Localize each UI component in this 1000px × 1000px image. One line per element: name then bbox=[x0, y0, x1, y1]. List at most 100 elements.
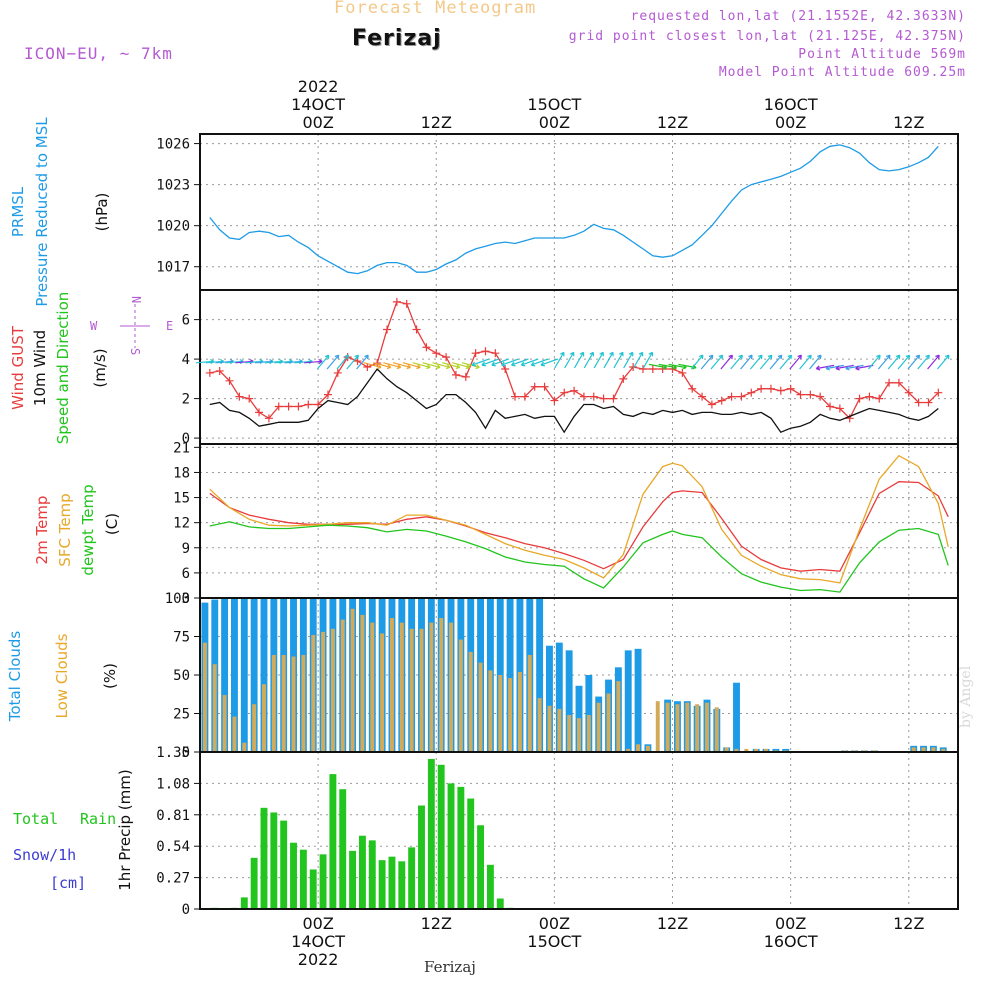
temp-unit: (C) bbox=[103, 513, 121, 535]
low-cloud-bar bbox=[665, 702, 670, 752]
y-tick-label: 0.54 bbox=[156, 839, 190, 855]
y-tick-label: 75 bbox=[173, 630, 190, 646]
compass-w: W bbox=[90, 319, 98, 333]
model-point-altitude: Model Point Altitude 609.25m bbox=[718, 65, 966, 80]
gust-point bbox=[914, 398, 923, 407]
y-tick-label: 4 bbox=[182, 352, 190, 368]
gust-point bbox=[904, 388, 913, 397]
gust-point bbox=[225, 376, 234, 385]
gust-point bbox=[294, 402, 303, 411]
gust-point bbox=[540, 382, 549, 391]
low-cloud-bar bbox=[202, 642, 207, 752]
time-label-bottom: 00Z bbox=[539, 914, 570, 933]
total-cloud-bar bbox=[624, 650, 632, 752]
gust-point bbox=[757, 384, 766, 393]
time-label-bottom: 12Z bbox=[657, 914, 688, 933]
rain-bar bbox=[477, 825, 485, 909]
gust-point bbox=[383, 325, 392, 334]
rain-bar bbox=[260, 807, 268, 909]
gust-point bbox=[707, 400, 716, 409]
wind-direction-arrow bbox=[491, 358, 509, 367]
time-label-top: 2022 bbox=[298, 77, 339, 96]
low-cloud-bar bbox=[389, 618, 394, 752]
low-cloud-bar bbox=[685, 702, 690, 752]
wind-direction-arrow bbox=[779, 354, 793, 370]
total-cloud-bar bbox=[555, 642, 563, 752]
gust-point bbox=[885, 378, 894, 387]
rain-bar bbox=[349, 850, 357, 909]
panel-temperature: 3 6 9 12 15 18 21 bbox=[173, 440, 959, 607]
y-tick-label: 9 bbox=[182, 541, 190, 557]
low-cloud-bar bbox=[409, 628, 414, 752]
panels-layer: 1017102010231026024636912151821025507510… bbox=[156, 133, 959, 918]
gust-point bbox=[432, 349, 441, 358]
y-tick-label: 1017 bbox=[156, 260, 190, 276]
wind-direction-arrow bbox=[809, 354, 822, 370]
wind-direction-arrow bbox=[825, 364, 844, 371]
wind-direction-arrow bbox=[554, 351, 565, 369]
time-label-bottom: 12Z bbox=[893, 914, 924, 933]
low-cloud-bar bbox=[468, 651, 473, 752]
low-cloud-bar bbox=[911, 747, 916, 752]
low-cloud-bar bbox=[557, 708, 562, 752]
total-cloud-bar bbox=[772, 748, 780, 752]
total-cloud-bar bbox=[536, 598, 544, 752]
y-tick-label: 100 bbox=[165, 591, 190, 607]
y-tick-label: 25 bbox=[173, 707, 190, 723]
total-cloud-bar bbox=[782, 748, 790, 752]
wind-direction-arrow bbox=[789, 354, 802, 370]
wind-direction-arrow bbox=[749, 354, 763, 370]
gust-point bbox=[786, 384, 795, 393]
low-cloud-bar bbox=[252, 704, 257, 752]
rain-bar bbox=[398, 861, 406, 909]
time-label-bottom: 14OCT bbox=[291, 932, 345, 951]
wind-direction-arrow bbox=[877, 354, 891, 370]
low-cloud-label: Low Clouds bbox=[53, 633, 71, 718]
low-cloud-bar bbox=[439, 618, 444, 752]
wind-direction-arrow bbox=[501, 358, 519, 367]
gust-point bbox=[638, 364, 647, 373]
wind-direction-arrow bbox=[511, 358, 529, 367]
wind-direction-arrow bbox=[720, 354, 733, 370]
wind-direction-arrow bbox=[868, 354, 881, 370]
wind-direction-arrow bbox=[316, 354, 330, 370]
rain-bar bbox=[319, 854, 327, 909]
time-label-bottom: 15OCT bbox=[527, 932, 581, 951]
low-cloud-bar bbox=[537, 698, 542, 752]
rain-bar bbox=[299, 849, 307, 909]
wind-direction-arrow bbox=[471, 358, 490, 367]
wind-direction-arrow bbox=[835, 364, 854, 371]
low-cloud-bar bbox=[941, 748, 946, 752]
wind-direction-arrow bbox=[593, 351, 604, 369]
gust-point bbox=[826, 402, 835, 411]
requested-coords: requested lon,lat (21.1552E, 42.3633N) bbox=[630, 9, 966, 24]
series-line bbox=[209, 454, 949, 584]
gust-point bbox=[550, 396, 559, 405]
gust-point bbox=[865, 392, 874, 401]
gust-point bbox=[678, 368, 687, 377]
rain-bar bbox=[418, 805, 425, 909]
low-cloud-bar bbox=[616, 681, 621, 752]
rain-bar bbox=[290, 842, 297, 909]
low-cloud-bar bbox=[547, 705, 552, 752]
gust-point bbox=[806, 390, 815, 399]
low-cloud-bar bbox=[262, 684, 266, 752]
low-cloud-bar bbox=[488, 670, 493, 752]
wind-direction-arrow bbox=[383, 362, 402, 370]
low-cloud-bar bbox=[222, 695, 227, 752]
wind-direction-arrow bbox=[530, 358, 549, 367]
gust-point bbox=[511, 392, 520, 401]
time-label-top: 00Z bbox=[539, 113, 570, 132]
low-cloud-bar bbox=[478, 662, 483, 752]
low-cloud-bar bbox=[419, 628, 424, 752]
gust-point bbox=[609, 394, 618, 403]
time-label-top: 16OCT bbox=[764, 95, 818, 114]
dewpt-label: dewpt Temp bbox=[79, 484, 97, 575]
wind-direction-arrow bbox=[481, 358, 500, 367]
gust-point bbox=[599, 394, 608, 403]
model-label: ICON−EU, ~ 7km bbox=[24, 44, 173, 63]
wind-direction-arrow bbox=[740, 354, 753, 370]
wind-direction-arrow bbox=[917, 354, 930, 370]
wind-direction-arrow bbox=[412, 362, 431, 370]
